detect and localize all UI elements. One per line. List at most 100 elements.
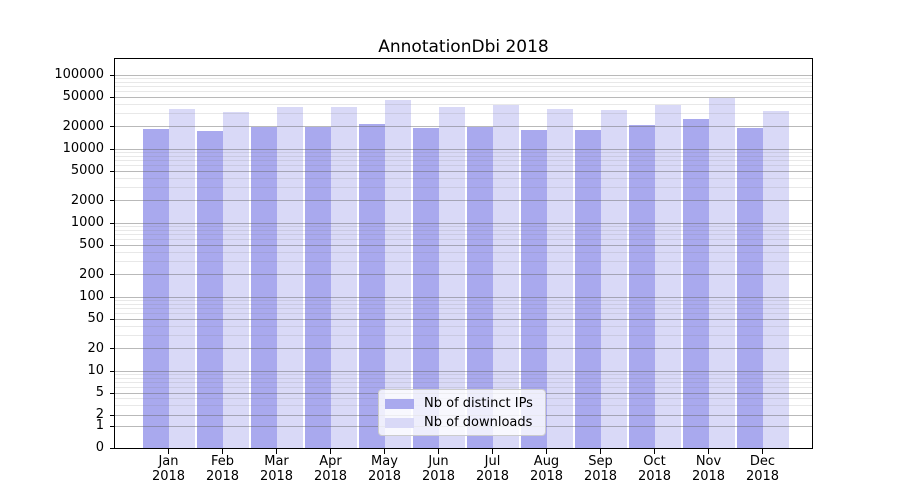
gridline-major xyxy=(115,74,812,76)
gridline-major xyxy=(115,348,812,350)
x-tick-label-feb: Feb 2018 xyxy=(193,454,253,484)
y-tick-mark-100 xyxy=(110,296,115,298)
gridline-major xyxy=(115,370,812,372)
chart-title: AnnotationDbi 2018 xyxy=(378,37,549,57)
legend-item-distinct-ips: Nb of distinct IPs xyxy=(379,394,545,413)
x-tick-label-nov: Nov 2018 xyxy=(679,454,739,484)
y-tick-label-20000: 20000 xyxy=(62,118,104,134)
gridline-minor xyxy=(115,261,812,263)
y-tick-label-200: 200 xyxy=(79,266,104,282)
gridline-minor xyxy=(115,238,812,240)
y-tick-mark-5000 xyxy=(110,170,115,172)
bar-distinct-ips-mar xyxy=(250,127,277,448)
x-tick-mark-may xyxy=(384,449,385,454)
y-tick-label-5000: 5000 xyxy=(70,163,104,179)
x-tick-label-year: 2018 xyxy=(583,469,618,484)
x-tick-mark-jul xyxy=(492,449,493,454)
y-tick-mark-200 xyxy=(110,274,115,276)
gridline-minor xyxy=(115,187,812,189)
bar-distinct-ips-nov xyxy=(682,119,709,448)
x-tick-label-year: 2018 xyxy=(475,469,510,484)
y-tick-mark-10 xyxy=(110,370,115,372)
bar-distinct-ips-dec xyxy=(736,128,763,448)
y-tick-label-500: 500 xyxy=(79,237,104,253)
x-tick-label-month: Jun xyxy=(428,454,449,469)
x-tick-label-aug: Aug 2018 xyxy=(517,454,577,484)
gridline-major xyxy=(115,296,812,298)
x-tick-label-year: 2018 xyxy=(367,469,402,484)
gridline-minor xyxy=(115,377,812,379)
y-tick-mark-2 xyxy=(110,414,115,416)
gridline-major xyxy=(115,96,812,98)
x-tick-label-year: 2018 xyxy=(313,469,348,484)
x-tick-mark-oct xyxy=(654,449,655,454)
gridline-major xyxy=(115,222,812,224)
y-tick-label-20: 20 xyxy=(87,340,104,356)
gridline-minor xyxy=(115,155,812,157)
x-tick-label-mar: Mar 2018 xyxy=(247,454,307,484)
x-tick-label-sep: Sep 2018 xyxy=(571,454,631,484)
gridline-minor xyxy=(115,103,812,105)
x-tick-label-month: Dec xyxy=(749,454,776,469)
y-tick-label-100000: 100000 xyxy=(54,67,104,82)
gridline-minor xyxy=(115,77,812,79)
bar-distinct-ips-sep xyxy=(574,130,601,448)
bar-downloads-dec xyxy=(762,110,789,448)
gridline-minor xyxy=(115,81,812,83)
bar-downloads-feb xyxy=(222,111,249,448)
legend-item-downloads: Nb of downloads xyxy=(379,413,545,432)
x-tick-label-year: 2018 xyxy=(691,469,726,484)
x-tick-label-year: 2018 xyxy=(529,469,564,484)
bar-distinct-ips-jan xyxy=(142,129,169,448)
x-tick-label-month: Oct xyxy=(643,454,666,469)
gridline-minor xyxy=(115,335,812,337)
y-tick-mark-10000 xyxy=(110,148,115,150)
gridline-minor xyxy=(115,90,812,92)
x-tick-label-month: May xyxy=(371,454,398,469)
gridline-minor xyxy=(115,85,812,87)
x-tick-mark-nov xyxy=(708,449,709,454)
y-tick-label-50: 50 xyxy=(87,311,104,327)
x-tick-label-year: 2018 xyxy=(745,469,780,484)
x-tick-label-year: 2018 xyxy=(205,469,240,484)
y-tick-label-10000: 10000 xyxy=(62,141,104,156)
gridline-minor xyxy=(115,233,812,235)
x-tick-label-jun: Jun 2018 xyxy=(409,454,469,484)
x-tick-mark-aug xyxy=(546,449,547,454)
bar-downloads-apr xyxy=(330,107,357,448)
bar-downloads-mar xyxy=(276,106,303,448)
y-tick-mark-0 xyxy=(110,447,115,449)
gridline-major xyxy=(115,244,812,246)
x-tick-label-year: 2018 xyxy=(421,469,456,484)
x-tick-label-jan: Jan 2018 xyxy=(139,454,199,484)
x-tick-mark-jun xyxy=(438,449,439,454)
legend-swatch-downloads xyxy=(385,417,414,428)
legend-label: Nb of downloads xyxy=(424,415,533,430)
x-tick-label-oct: Oct 2018 xyxy=(625,454,685,484)
x-tick-label-jul: Jul 2018 xyxy=(463,454,523,484)
gridline-minor xyxy=(115,386,812,388)
x-tick-mark-feb xyxy=(222,449,223,454)
x-tick-label-month: Jul xyxy=(484,454,501,469)
x-tick-label-month: Jan xyxy=(158,454,179,469)
bar-distinct-ips-feb xyxy=(196,130,223,448)
bar-downloads-aug xyxy=(546,109,573,448)
gridline-minor xyxy=(115,225,812,227)
y-tick-label-5: 5 xyxy=(95,385,104,401)
x-tick-label-year: 2018 xyxy=(259,469,294,484)
y-tick-mark-50000 xyxy=(110,96,115,98)
gridline-minor xyxy=(115,159,812,161)
gridline-minor xyxy=(115,164,812,166)
y-tick-label-1000: 1000 xyxy=(70,215,104,230)
gridline-major xyxy=(115,318,812,320)
y-tick-label-0: 0 xyxy=(95,440,104,455)
gridline-minor xyxy=(115,299,812,301)
y-tick-mark-20 xyxy=(110,348,115,350)
gridline-minor xyxy=(115,381,812,383)
x-tick-label-dec: Dec 2018 xyxy=(733,454,793,484)
bar-downloads-sep xyxy=(600,109,627,448)
gridline-minor xyxy=(115,373,812,375)
x-tick-label-month: Sep xyxy=(588,454,613,469)
bar-downloads-oct xyxy=(654,104,681,448)
